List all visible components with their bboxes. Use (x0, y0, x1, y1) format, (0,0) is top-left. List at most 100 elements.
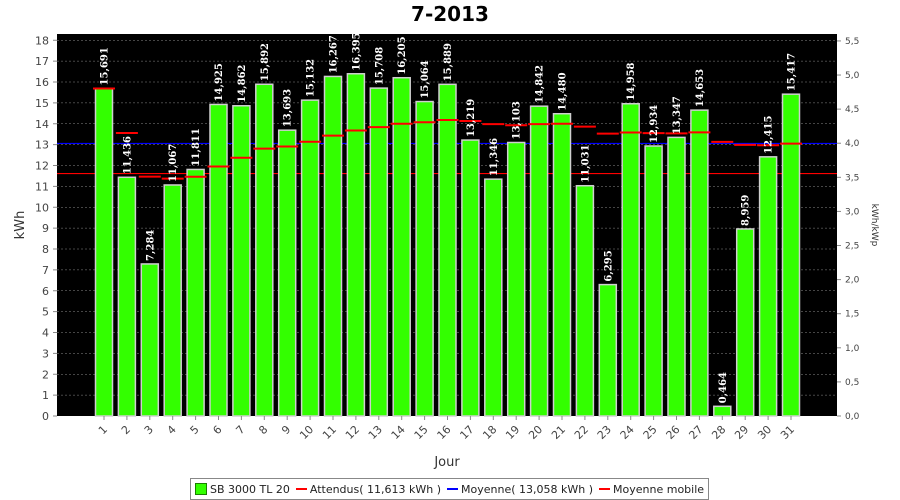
y-tick-label: 12 (35, 160, 49, 173)
data-label: 13,103 (512, 101, 523, 139)
y-tick-label: 8 (42, 243, 49, 256)
legend-swatch-moving-average (599, 488, 611, 490)
data-label: 15,132 (306, 59, 317, 97)
data-label: 11,067 (168, 144, 179, 182)
x-tick-label: 5 (188, 423, 202, 437)
legend-label-production: SB 3000 TL 20 (210, 482, 290, 496)
data-label: 13,347 (672, 96, 683, 134)
y2-tick-label: 1,0 (845, 344, 860, 354)
bar (575, 184, 595, 417)
x-tick-label: 29 (732, 423, 751, 442)
bar (209, 103, 228, 417)
bar (415, 100, 434, 417)
x-axis-label: Jour (433, 455, 460, 470)
bar (506, 141, 526, 417)
x-tick-label: 7 (233, 423, 247, 437)
y2-tick-label: 5,0 (845, 71, 860, 81)
data-label: 14,862 (237, 64, 248, 102)
y2-tick-label: 4,5 (845, 105, 859, 115)
data-label: 14,480 (558, 72, 569, 110)
y2-tick-label: 3,0 (845, 207, 860, 217)
y2-tick-label: 2,0 (845, 276, 860, 286)
data-label: 15,708 (374, 47, 385, 85)
y2-tick-label: 4,0 (845, 139, 860, 149)
bars (94, 73, 801, 417)
chart-title: 7-2013 (411, 2, 489, 26)
data-label: 16,205 (397, 36, 408, 74)
x-tick-label: 8 (256, 423, 270, 437)
data-label: 14,653 (695, 69, 706, 107)
legend: SB 3000 TL 20 Attendus( 11,613 kWh ) Moy… (190, 478, 710, 500)
x-tick-label: 12 (343, 423, 362, 442)
y-tick-label: 4 (42, 327, 49, 340)
data-label: 7,284 (145, 230, 156, 261)
data-label: 11,811 (191, 128, 202, 166)
y2-tick-label: 0,5 (845, 378, 859, 388)
legend-label-average: Moyenne( 13,058 kWh ) (461, 482, 594, 496)
data-label: 8,959 (741, 195, 752, 226)
y-tick-label: 17 (35, 55, 49, 68)
data-label: 15,892 (260, 43, 271, 81)
y-tick-label: 3 (42, 347, 49, 360)
bar (323, 75, 343, 417)
legend-label-moving-average: Moyenne mobile (613, 482, 705, 496)
moving-average (93, 87, 802, 180)
bar (232, 105, 251, 417)
y2-axis: 0,0 0,5 1,0 1,5 2,0 2,5 3,0 3,5 4,0 4,5 5,0 5,5 (837, 37, 860, 422)
y-tick-label: 16 (35, 76, 49, 89)
y-tick-label: 13 (35, 139, 49, 152)
data-labels: 15,691 11,436 7,284 11,067 11,811 14,925 14,86… (100, 32, 798, 403)
x-tick-label: 11 (320, 423, 339, 442)
y-tick-label: 9 (42, 222, 49, 235)
legend-item-production: SB 3000 TL 20 (195, 483, 290, 496)
bar (484, 178, 503, 417)
bar (369, 87, 389, 417)
data-label: 16,395 (351, 32, 362, 70)
x-tick-label: 31 (778, 423, 797, 442)
y-tick-label: 5 (42, 306, 49, 319)
data-label: 11,031 (580, 144, 591, 182)
x-tick-label: 21 (549, 423, 568, 442)
bar (94, 87, 114, 417)
x-tick-label: 13 (366, 423, 385, 442)
x-tick-label: 1 (96, 423, 110, 437)
y-tick-label: 7 (42, 264, 49, 277)
x-tick-label: 28 (709, 423, 728, 442)
bar (163, 184, 182, 417)
x-tick-label: 24 (618, 423, 637, 442)
x-tick-label: 10 (297, 423, 316, 442)
bar (186, 168, 205, 417)
data-label: 16,267 (329, 35, 340, 73)
data-label: 15,889 (443, 43, 454, 81)
x-tick-label: 27 (686, 423, 705, 442)
data-label: 15,064 (420, 60, 431, 98)
legend-swatch-average (447, 488, 459, 490)
x-tick-label: 17 (457, 423, 476, 442)
data-label: 12,934 (649, 105, 660, 143)
x-tick-label: 30 (755, 423, 774, 442)
legend-item-expected: Attendus( 11,613 kWh ) (295, 483, 441, 496)
y-tick-label: 2 (42, 368, 49, 381)
y-tick-label: 15 (35, 97, 49, 110)
legend-item-moving-average: Moyenne mobile (599, 483, 704, 496)
data-label: 13,693 (283, 89, 294, 127)
bar (735, 228, 755, 417)
x-tick-label: 26 (664, 423, 683, 442)
bar (667, 136, 686, 417)
y-tick-label: 11 (35, 180, 49, 193)
data-label: 14,958 (626, 62, 637, 100)
x-tick-label: 23 (595, 423, 614, 442)
x-tick-label: 3 (142, 423, 156, 437)
data-label: 11,346 (489, 138, 500, 176)
bar (461, 139, 480, 417)
y-tick-label: 18 (35, 34, 49, 47)
bar (438, 83, 457, 417)
bar (255, 83, 274, 417)
x-tick-label: 19 (503, 423, 522, 442)
y2-tick-label: 2,5 (845, 242, 859, 252)
bar (644, 145, 663, 417)
data-label: 0,464 (718, 372, 729, 403)
x-tick-label: 15 (412, 423, 431, 442)
data-label: 15,417 (787, 53, 798, 91)
